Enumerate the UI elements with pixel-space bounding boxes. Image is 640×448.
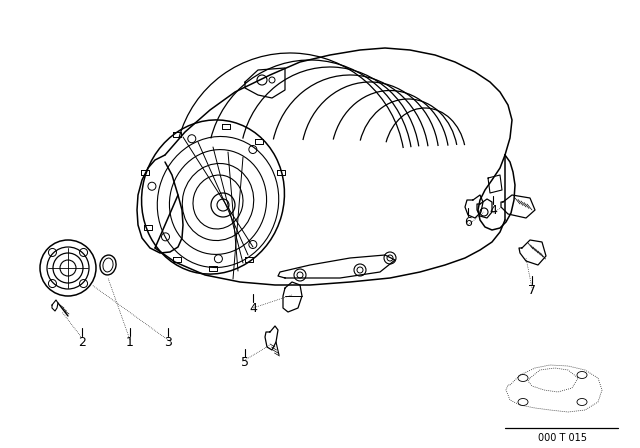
Text: 000 T 015: 000 T 015 <box>538 433 586 443</box>
Text: 5: 5 <box>241 357 249 370</box>
Text: 2: 2 <box>78 336 86 349</box>
Text: 1: 1 <box>126 336 134 349</box>
Text: 6: 6 <box>464 215 472 228</box>
Text: 4: 4 <box>489 203 497 216</box>
Text: 4: 4 <box>249 302 257 314</box>
Text: 3: 3 <box>164 336 172 349</box>
Text: 7: 7 <box>528 284 536 297</box>
